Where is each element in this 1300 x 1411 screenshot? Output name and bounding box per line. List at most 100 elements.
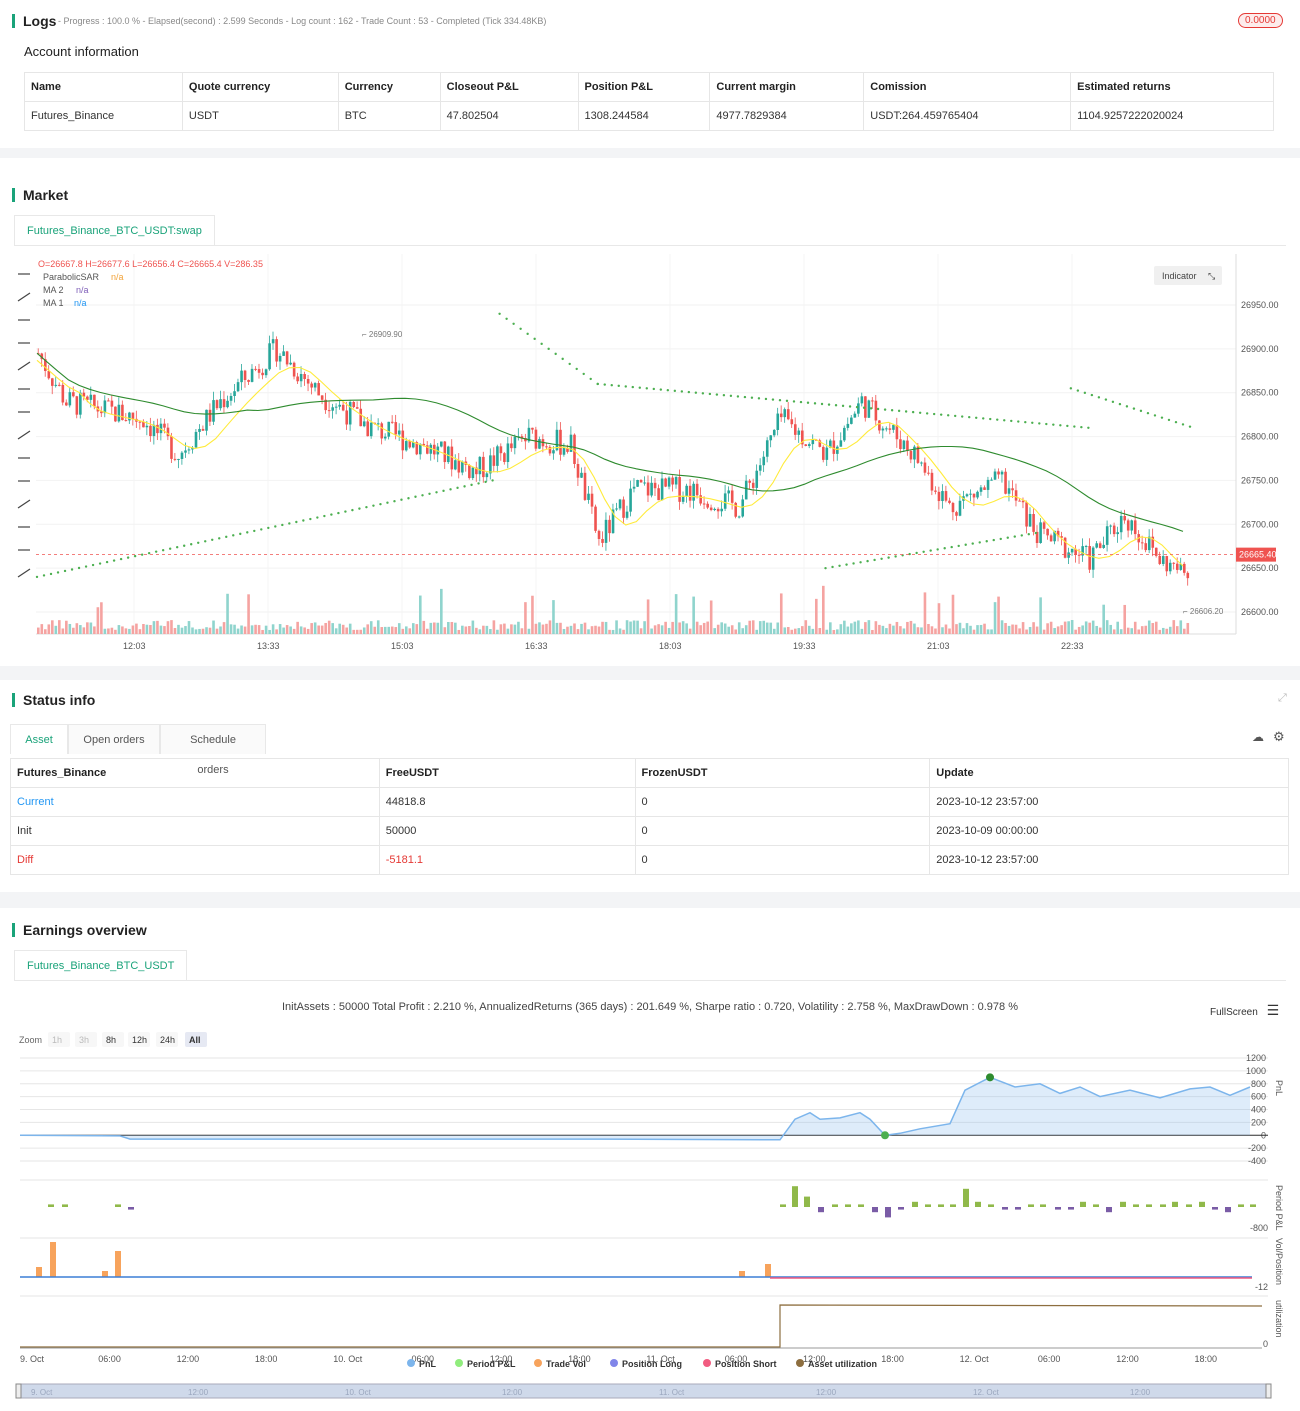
trash-icon[interactable]	[17, 568, 31, 578]
axis-title: Vol/Position	[1274, 1238, 1284, 1285]
candle	[1056, 530, 1060, 537]
sar-dot	[232, 534, 235, 537]
sar-dot	[989, 417, 992, 421]
sar-dot	[175, 546, 179, 549]
candle	[906, 440, 909, 451]
candle	[86, 396, 89, 400]
earnings-tab[interactable]: Futures_Binance_BTC_USDT	[14, 950, 188, 980]
volume-bar	[138, 629, 142, 634]
x-tick-label: 18:00	[1195, 1354, 1218, 1364]
volume-bar	[289, 626, 292, 634]
period-pnl-bar	[62, 1204, 68, 1207]
sar-dot	[197, 541, 200, 544]
volume-bar	[569, 625, 573, 634]
fib-channel-icon[interactable]	[17, 499, 31, 509]
volume-bar	[597, 626, 601, 634]
volume-bar	[692, 596, 695, 634]
candle	[362, 421, 366, 427]
candle	[75, 396, 79, 415]
zoom-button-24h[interactable]	[156, 1032, 178, 1047]
volume-bar	[177, 624, 180, 634]
volume-bar	[555, 622, 559, 634]
expand-icon[interactable]: ⤢	[1278, 692, 1287, 704]
sar-dot	[992, 538, 995, 542]
vertical-ray-icon[interactable]	[17, 361, 31, 371]
volume-bar	[373, 626, 377, 634]
volume-bar	[415, 624, 419, 634]
axis-title: Period P&L	[1274, 1185, 1284, 1231]
volume-bar	[1081, 625, 1084, 634]
indicator-button[interactable]	[1154, 266, 1222, 285]
volume-bar	[1105, 620, 1109, 634]
navigator-label: 11. Oct	[659, 1388, 685, 1397]
sar-dot	[1139, 409, 1143, 413]
market-tab[interactable]: Futures_Binance_BTC_USDT:swap	[14, 215, 215, 245]
period-pnl-bar	[804, 1196, 810, 1207]
zoom-button-3h[interactable]	[75, 1032, 97, 1047]
earnings-chart[interactable]: Zoom 1h 3h 8h 12h 24h All 1200 1000 800 600 400 200 0…	[0, 1020, 1300, 1410]
volume-bar	[1049, 621, 1053, 634]
status-cell: 2023-10-12 23:57:00	[929, 787, 1289, 817]
account-cell: Futures_Binance	[24, 101, 183, 131]
volume-bar	[334, 628, 338, 634]
zoom-button-All[interactable]	[185, 1032, 207, 1047]
volume-bar	[1172, 620, 1176, 634]
sar-dot	[337, 511, 340, 515]
candle	[800, 430, 804, 445]
status-tab-schedule-orders[interactable]: Schedule orders	[160, 724, 266, 776]
account-cell: 47.802504	[439, 101, 579, 131]
candle	[758, 465, 762, 471]
candle	[871, 400, 874, 402]
candle	[240, 370, 243, 383]
sar-dot	[834, 404, 838, 407]
candlestick-chart[interactable]: 26950.00 26900.00 26850.00 26800.00 26750.00…	[0, 254, 1300, 654]
volume-bar	[524, 602, 527, 634]
candle	[40, 353, 44, 360]
status-tab-asset[interactable]: Asset	[10, 724, 68, 754]
period-pnl-bar	[818, 1207, 824, 1213]
volume-bar	[1011, 624, 1014, 634]
volume-bar	[625, 620, 629, 634]
candle	[727, 490, 730, 494]
navigator-handle-left[interactable]	[15, 1383, 22, 1399]
candle	[156, 424, 159, 434]
candle	[1025, 502, 1028, 527]
candle	[289, 362, 292, 365]
line-tool-icon[interactable]	[17, 292, 31, 302]
volume-bar	[369, 621, 373, 634]
volume-bar	[902, 628, 906, 634]
sar-dot	[1083, 391, 1087, 395]
sar-dot	[112, 559, 116, 562]
status-tab-open-orders[interactable]: Open orders	[68, 724, 160, 754]
sar-dot	[484, 480, 487, 484]
gear-icon[interactable]: ⚙	[1273, 729, 1285, 744]
volume-bar	[142, 623, 145, 634]
candle	[678, 477, 681, 502]
zoom-button-8h[interactable]	[102, 1032, 124, 1047]
volume-bar	[401, 628, 405, 634]
zoom-button-12h[interactable]	[128, 1032, 150, 1047]
fullscreen-button[interactable]: FullScreen ☰	[1210, 1002, 1279, 1019]
volume-bar	[383, 626, 387, 634]
sar-dot	[105, 560, 109, 564]
sar-dot	[715, 393, 719, 396]
legend-marker	[407, 1359, 415, 1367]
volume-bar	[408, 628, 412, 634]
navigator-handle-right[interactable]	[1265, 1383, 1272, 1399]
zoom-button-1h[interactable]	[48, 1032, 70, 1047]
candle	[797, 430, 801, 435]
extended-line-icon[interactable]	[17, 430, 31, 440]
sar-dot	[743, 395, 747, 399]
candle	[219, 399, 222, 409]
volume-bar	[559, 622, 562, 634]
volume-bar	[657, 624, 660, 634]
candle	[1060, 536, 1063, 538]
volume-bar	[983, 623, 986, 634]
cloud-download-icon[interactable]: ☁	[1252, 730, 1264, 744]
candle	[79, 392, 82, 415]
volume-bar	[75, 623, 79, 634]
candle	[580, 472, 583, 478]
sar-dot	[904, 410, 908, 413]
volume-bar	[317, 625, 320, 634]
volume-bar	[576, 629, 580, 634]
